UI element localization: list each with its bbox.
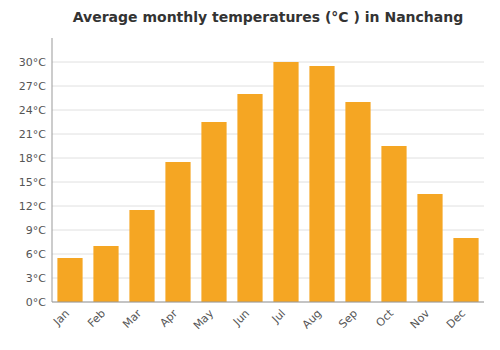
grid-line (52, 158, 484, 159)
x-tick-label: Aug (300, 307, 324, 331)
y-tick-label: 15°C (19, 176, 46, 189)
y-tick-label: 12°C (19, 200, 46, 213)
grid-line (52, 86, 484, 87)
y-tick-label: 3°C (26, 272, 46, 285)
bars (57, 62, 478, 302)
bar (165, 162, 190, 302)
y-axis: 0°C 3°C 6°C 9°C 12°C 15°C 18°C 21°C 24°C 27°C 30°C (19, 56, 484, 309)
x-tick-label: May (191, 307, 217, 333)
x-tick-label: Oct (373, 306, 396, 329)
x-tick-label: Dec (444, 307, 468, 331)
bar (417, 194, 442, 302)
grid-line (52, 62, 484, 63)
x-tick-label: Jan (50, 307, 72, 329)
grid-line (52, 302, 484, 303)
x-tick-label: Feb (85, 307, 108, 330)
y-tick-label: 30°C (19, 56, 46, 69)
y-tick-label: 21°C (19, 128, 46, 141)
y-tick-label: 9°C (26, 224, 46, 237)
bar (237, 94, 262, 302)
bar (345, 102, 370, 302)
bar (129, 210, 154, 302)
bar (57, 258, 82, 302)
grid-line (52, 182, 484, 183)
bar (381, 146, 406, 302)
title: Average monthly temperatures (°C ) in Na… (73, 9, 464, 25)
chart-container: Average monthly temperatures (°C ) in Na… (0, 0, 500, 350)
grid-line (52, 110, 484, 111)
y-axis-line (52, 38, 53, 302)
bar (273, 62, 298, 302)
x-tick-label: Jul (269, 307, 288, 326)
y-tick-label: 0°C (26, 296, 46, 309)
y-tick-label: 6°C (26, 248, 46, 261)
x-axis: Jan Feb Mar Apr May Jun Jul Aug Sep Oct Nov Dec (50, 306, 468, 332)
bar (453, 238, 478, 302)
x-tick-label: Nov (408, 307, 433, 332)
grid-line (52, 134, 484, 135)
x-tick-label: Mar (120, 307, 144, 331)
x-tick-label: Apr (157, 307, 180, 330)
y-tick-label: 24°C (19, 104, 46, 117)
y-tick-label: 27°C (19, 80, 46, 93)
bar (201, 122, 226, 302)
bar (309, 66, 334, 302)
x-tick-label: Sep (336, 307, 360, 331)
x-axis-line (52, 302, 484, 303)
x-tick-label: Jun (230, 307, 252, 329)
y-tick-label: 18°C (19, 152, 46, 165)
chart: Average monthly temperatures (°C ) in Na… (0, 0, 500, 350)
bar (93, 246, 118, 302)
